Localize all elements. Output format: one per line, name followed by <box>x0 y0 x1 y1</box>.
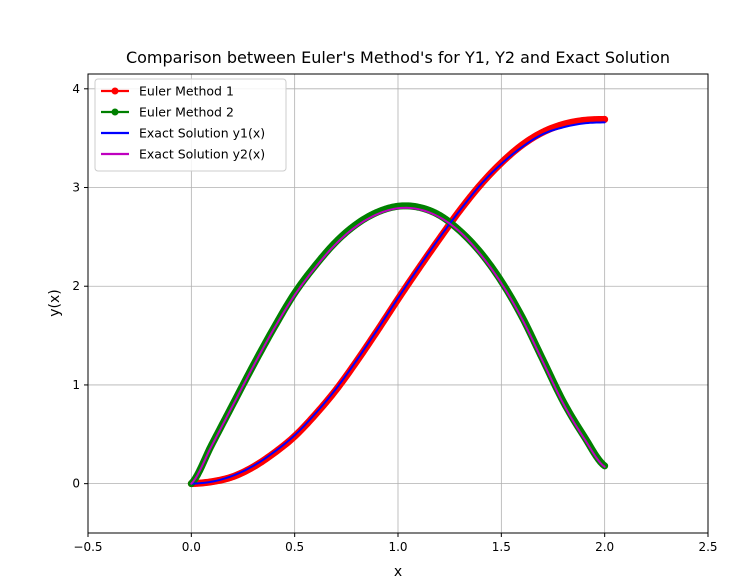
legend-item: Euler Method 2 <box>101 105 234 120</box>
legend-box <box>94 78 287 172</box>
legend: Euler Method 1 Euler Method 2 Exact Soluti… <box>94 78 287 172</box>
y-tick-label: 3 <box>72 181 80 195</box>
data-point <box>601 116 608 123</box>
series-line <box>190 206 606 485</box>
series-exact-solution-y1-x <box>190 121 606 485</box>
series-exact-solution-y2-x <box>190 206 606 485</box>
legend-label: Euler Method 1 <box>139 84 234 99</box>
chart-title: Comparison between Euler's Method's for … <box>126 48 670 67</box>
x-tick-label: 0.5 <box>285 540 304 554</box>
x-tick-label: 2.5 <box>698 540 717 554</box>
y-tick-label: 0 <box>72 477 80 491</box>
series-line <box>190 121 606 485</box>
legend-label: Euler Method 2 <box>139 105 234 120</box>
x-axis-label: x <box>394 564 402 580</box>
legend-marker <box>111 87 119 95</box>
x-tick-label: 1.5 <box>492 540 511 554</box>
y-axis-label: y(x) <box>47 289 63 317</box>
x-tick-label: −0.5 <box>73 540 102 554</box>
y-tick-label: 1 <box>72 378 80 392</box>
y-tick-label: 2 <box>72 279 80 293</box>
legend-label: Exact Solution y1(x) <box>139 126 265 141</box>
series-layer <box>187 115 609 488</box>
x-tick-label: 2.0 <box>595 540 614 554</box>
legend-item: Exact Solution y2(x) <box>101 147 265 162</box>
legend-marker <box>111 108 119 116</box>
y-tick-label: 4 <box>72 82 80 96</box>
legend-item: Euler Method 1 <box>101 84 234 99</box>
x-tick-label: 0.0 <box>182 540 201 554</box>
legend-label: Exact Solution y2(x) <box>139 147 265 162</box>
x-axis-ticks: −0.5 0.0 0.5 1.0 1.5 2.0 2.5 <box>73 533 718 554</box>
legend-item: Exact Solution y1(x) <box>101 126 265 141</box>
x-tick-label: 1.0 <box>388 540 407 554</box>
y-axis-ticks: 0 1 2 3 4 <box>72 82 88 491</box>
